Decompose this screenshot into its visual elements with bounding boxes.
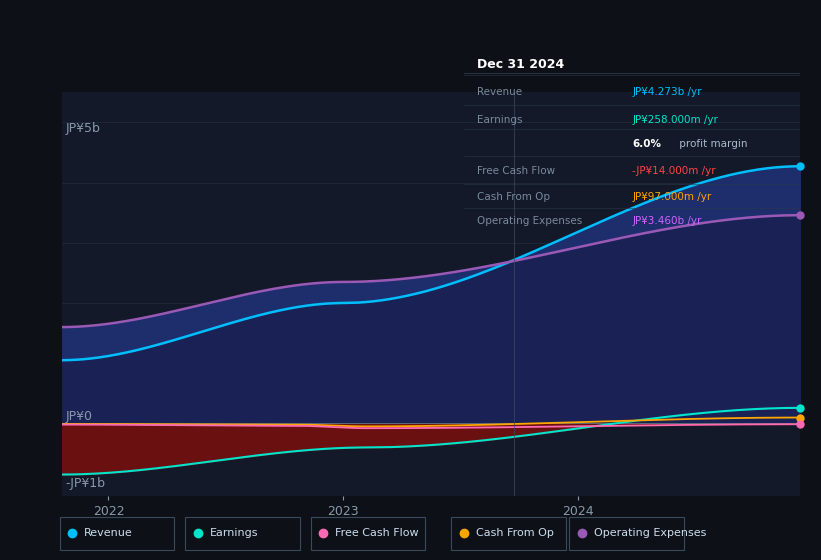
Text: JP¥97.000m /yr: JP¥97.000m /yr	[632, 192, 712, 202]
Text: Earnings: Earnings	[477, 115, 523, 125]
Text: Cash From Op: Cash From Op	[477, 192, 550, 202]
Text: profit margin: profit margin	[676, 139, 747, 150]
Text: Cash From Op: Cash From Op	[475, 529, 553, 538]
Text: Operating Expenses: Operating Expenses	[477, 216, 583, 226]
Text: Earnings: Earnings	[209, 529, 258, 538]
Text: Revenue: Revenue	[84, 529, 133, 538]
Text: JP¥258.000m /yr: JP¥258.000m /yr	[632, 115, 718, 125]
Text: JP¥4.273b /yr: JP¥4.273b /yr	[632, 87, 702, 97]
Text: Revenue: Revenue	[477, 87, 522, 97]
Text: Operating Expenses: Operating Expenses	[594, 529, 706, 538]
Text: JP¥0: JP¥0	[66, 410, 92, 423]
Text: Free Cash Flow: Free Cash Flow	[477, 166, 556, 175]
Text: JP¥3.460b /yr: JP¥3.460b /yr	[632, 216, 702, 226]
Text: -JP¥1b: -JP¥1b	[66, 477, 105, 490]
Text: Free Cash Flow: Free Cash Flow	[335, 529, 419, 538]
Text: -JP¥14.000m /yr: -JP¥14.000m /yr	[632, 166, 716, 175]
Text: JP¥5b: JP¥5b	[66, 123, 100, 136]
Text: Dec 31 2024: Dec 31 2024	[477, 58, 565, 71]
Text: 6.0%: 6.0%	[632, 139, 661, 150]
